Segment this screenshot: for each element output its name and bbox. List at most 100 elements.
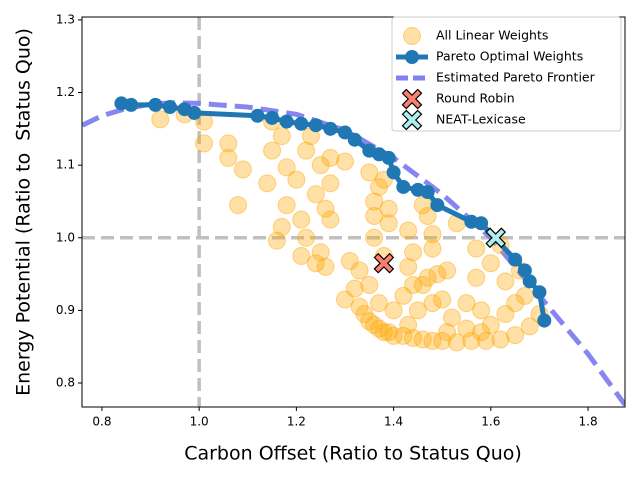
- linear-weight-point: [350, 261, 369, 280]
- linear-weight-point: [515, 286, 534, 305]
- legend-handle: [403, 27, 421, 45]
- linear-weight-point: [335, 290, 354, 309]
- linear-weight-point: [151, 110, 170, 129]
- linear-weight-point: [287, 170, 306, 189]
- linear-weight-point: [360, 312, 379, 331]
- linear-weight-point: [374, 323, 393, 342]
- linear-weight-point: [263, 141, 282, 160]
- linear-weight-point: [423, 239, 442, 258]
- x-tick-label: 0.8: [92, 415, 111, 429]
- linear-weight-point: [311, 156, 330, 175]
- linear-weight-point: [399, 221, 418, 240]
- linear-weight-point: [297, 228, 316, 247]
- pareto-point: [124, 97, 139, 112]
- pareto-point: [396, 179, 411, 194]
- linear-weight-point: [442, 308, 461, 327]
- x-tick-label: 1.2: [287, 415, 306, 429]
- linear-weight-point: [438, 261, 457, 280]
- pareto-point: [265, 110, 280, 125]
- linear-weight-point: [496, 305, 515, 324]
- linear-weight-point: [365, 206, 384, 225]
- linear-weight-point: [379, 214, 398, 233]
- linear-weight-point: [321, 148, 340, 167]
- linear-weight-point: [413, 275, 432, 294]
- legend-handle: [401, 109, 423, 131]
- y-tick-label: 0.8: [56, 376, 75, 390]
- linear-weight-point: [379, 323, 398, 342]
- linear-weight-point: [491, 330, 510, 349]
- linear-weight-point: [267, 231, 286, 250]
- legend-label: All Linear Weights: [436, 28, 548, 43]
- pareto-point: [308, 118, 323, 133]
- pareto-point: [522, 274, 537, 289]
- pareto-point: [532, 285, 547, 300]
- linear-weight-point: [306, 254, 325, 273]
- legend-label: Round Robin: [436, 91, 515, 106]
- pareto-point: [148, 97, 163, 112]
- linear-weight-point: [496, 272, 515, 291]
- linear-weight-point: [292, 246, 311, 265]
- linear-weight-point: [335, 152, 354, 171]
- x-tick-label: 1.8: [579, 415, 598, 429]
- pareto-point: [381, 150, 396, 165]
- y-tick-label: 1.1: [56, 158, 75, 172]
- linear-weight-point: [418, 268, 437, 287]
- pareto-point: [337, 125, 352, 140]
- pareto-point: [474, 216, 489, 231]
- pareto-point: [386, 165, 401, 180]
- linear-weight-point: [394, 286, 413, 305]
- linear-weight-point: [345, 279, 364, 298]
- linear-weight-point: [481, 315, 500, 334]
- linear-weight-point: [418, 206, 437, 225]
- linear-weight-point: [520, 317, 539, 336]
- linear-weight-point: [476, 331, 495, 350]
- linear-weight-point: [433, 290, 452, 309]
- y-axis-label: Energy Potential (Ratio to Status Quo): [13, 28, 35, 396]
- legend-handle: [405, 50, 419, 64]
- linear-weight-point: [360, 163, 379, 182]
- linear-weight-point: [408, 301, 427, 320]
- linear-weight-point: [272, 127, 291, 146]
- linear-weight-point: [399, 315, 418, 334]
- linear-weight-point: [365, 192, 384, 211]
- linear-weight-point: [195, 134, 214, 153]
- linear-weight-point: [306, 185, 325, 204]
- method-marker: [373, 252, 395, 274]
- linear-weight-point: [438, 323, 457, 342]
- linear-weight-point: [428, 265, 447, 284]
- linear-weight-point: [258, 174, 277, 193]
- linear-weight-point: [423, 225, 442, 244]
- linear-weight-point: [404, 329, 423, 348]
- linear-weight-point: [506, 294, 525, 313]
- legend-label: NEAT-Lexicase: [436, 112, 526, 127]
- linear-weight-point: [506, 326, 525, 345]
- linear-weight-point: [321, 174, 340, 193]
- linear-weight-point: [447, 333, 466, 352]
- pareto-point: [537, 313, 552, 328]
- linear-weight-point: [219, 134, 238, 153]
- linear-weight-point: [462, 331, 481, 350]
- y-tick-label: 1.2: [56, 85, 75, 99]
- linear-weight-point: [297, 141, 316, 160]
- pareto-point: [187, 105, 202, 120]
- linear-weight-point: [370, 177, 389, 196]
- linear-weight-point: [467, 268, 486, 287]
- x-tick-label: 1.0: [190, 415, 209, 429]
- linear-weight-point: [472, 301, 491, 320]
- linear-weight-point: [413, 330, 432, 349]
- pareto-point: [517, 263, 532, 278]
- pareto-point: [420, 185, 435, 200]
- linear-weight-point: [277, 196, 296, 215]
- linear-weight-point: [404, 243, 423, 262]
- linear-weight-point: [370, 294, 389, 313]
- pareto-point: [323, 121, 338, 136]
- linear-weight-point: [394, 326, 413, 345]
- linear-weight-point: [272, 217, 291, 236]
- linear-weight-point: [384, 326, 403, 345]
- y-tick-label: 1.0: [56, 230, 75, 244]
- linear-weight-point: [365, 228, 384, 247]
- pareto-point: [294, 116, 309, 131]
- linear-weight-point: [355, 305, 374, 324]
- linear-weight-point: [229, 196, 248, 215]
